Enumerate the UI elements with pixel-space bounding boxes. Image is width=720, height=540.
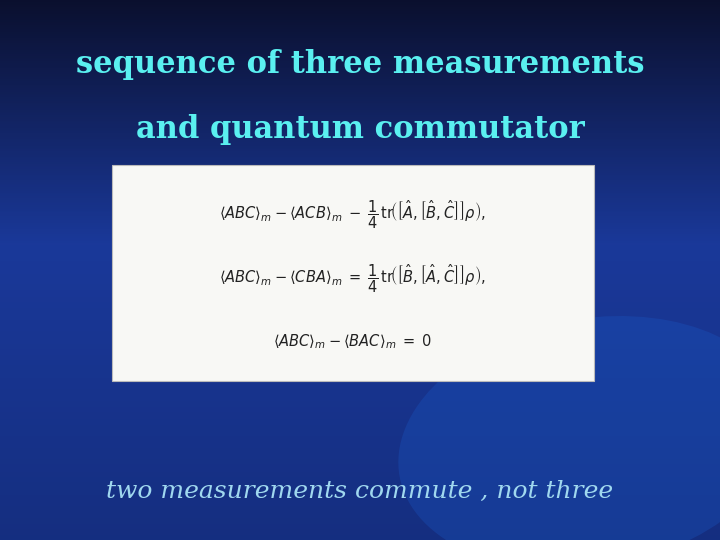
Text: $\langle ABC\rangle_m - \langle ACB\rangle_m \;-\; \dfrac{1}{4}\,\mathrm{tr}\!\l: $\langle ABC\rangle_m - \langle ACB\rang…: [220, 198, 486, 231]
FancyBboxPatch shape: [112, 165, 594, 381]
Text: sequence of three measurements: sequence of three measurements: [76, 49, 644, 80]
Text: two measurements commute , not three: two measurements commute , not three: [107, 480, 613, 503]
Ellipse shape: [398, 316, 720, 540]
Text: and quantum commutator: and quantum commutator: [135, 114, 585, 145]
Text: $\langle ABC\rangle_m - \langle CBA\rangle_m \;=\; \dfrac{1}{4}\,\mathrm{tr}\!\l: $\langle ABC\rangle_m - \langle CBA\rang…: [220, 263, 486, 295]
Text: $\langle ABC\rangle_m - \langle BAC\rangle_m \;=\; 0$: $\langle ABC\rangle_m - \langle BAC\rang…: [274, 333, 432, 351]
